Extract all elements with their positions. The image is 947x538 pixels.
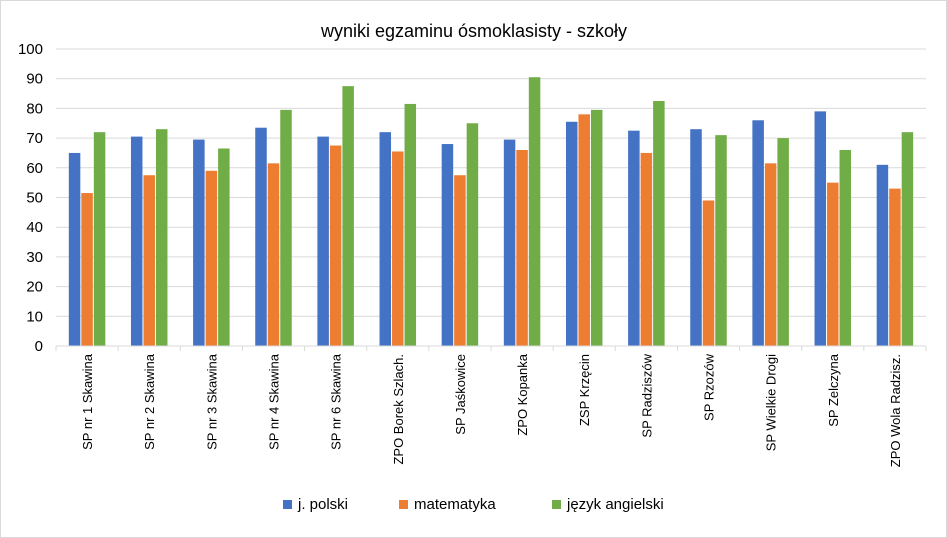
bar <box>764 163 777 346</box>
chart-title: wyniki egzaminu ósmoklasisty - szkoły <box>320 21 627 41</box>
y-tick-label: 30 <box>26 249 43 266</box>
bar <box>392 151 404 346</box>
bar <box>640 152 653 346</box>
bar <box>143 175 155 346</box>
bar <box>193 139 205 346</box>
bar <box>93 132 106 346</box>
bar <box>628 130 640 346</box>
bar <box>827 182 839 346</box>
bar <box>876 164 889 346</box>
x-tick-label: SP Wielkie Drogi <box>764 354 779 451</box>
bar <box>329 145 342 346</box>
bar <box>441 144 454 346</box>
bar <box>839 149 852 346</box>
bar <box>454 175 466 346</box>
bar <box>255 127 267 346</box>
bar <box>528 77 541 346</box>
bar <box>81 193 93 346</box>
legend-label: matematyka <box>414 496 496 513</box>
bar <box>578 114 590 346</box>
x-tick-label: SP Rzozów <box>702 353 717 421</box>
bar <box>715 135 727 346</box>
bar <box>653 100 665 346</box>
bar <box>901 132 914 346</box>
x-tick-label: ZSP Krzęcin <box>577 354 592 426</box>
x-tick-label: SP nr 4 Skawina <box>267 353 282 450</box>
bar <box>404 103 417 346</box>
x-axis-ticks: SP nr 1 Skawina SP nr 2 Skawina SP nr 3 Sk… <box>55 346 927 467</box>
legend: j. polski matematyka język angielski <box>283 496 664 513</box>
y-tick-label: 40 <box>26 219 43 236</box>
x-tick-label: ZPO Wola Radzisz. <box>888 354 903 467</box>
y-tick-label: 0 <box>35 338 43 355</box>
y-tick-label: 10 <box>26 308 43 325</box>
bar <box>130 136 143 346</box>
bar <box>205 170 218 346</box>
bar <box>342 86 354 346</box>
legend-label: j. polski <box>297 496 348 513</box>
x-tick-label: SP Jaśkowice <box>453 354 468 435</box>
bar <box>565 121 578 346</box>
y-tick-label: 90 <box>26 71 43 88</box>
bar <box>516 149 528 346</box>
legend-swatch <box>399 500 408 509</box>
bar <box>379 132 392 346</box>
bars <box>68 77 914 347</box>
legend-label: język angielski <box>566 496 664 513</box>
y-tick-label: 100 <box>18 41 43 58</box>
bar <box>702 200 715 346</box>
y-tick-label: 20 <box>26 279 43 296</box>
x-tick-label: SP nr 6 Skawina <box>329 353 344 450</box>
gridlines <box>56 48 926 317</box>
x-tick-label: SP Radziszów <box>639 353 654 437</box>
bar <box>814 111 827 347</box>
bar <box>68 152 81 346</box>
y-tick-label: 70 <box>26 130 43 147</box>
bar <box>503 139 516 346</box>
y-tick-label: 60 <box>26 160 43 177</box>
bar <box>267 163 280 346</box>
x-tick-label: ZPO Borek Szlach. <box>391 354 406 465</box>
bar <box>590 109 603 346</box>
x-tick-label: SP nr 3 Skawina <box>204 353 219 450</box>
x-tick-label: SP nr 1 Skawina <box>80 353 95 450</box>
bar <box>218 148 230 346</box>
legend-swatch <box>552 500 561 509</box>
bar <box>466 123 479 346</box>
bar <box>690 129 702 346</box>
bar <box>317 136 329 346</box>
y-axis-ticks: 0 10 20 30 40 50 60 70 80 90 100 <box>18 41 43 355</box>
y-tick-label: 80 <box>26 100 43 117</box>
bar <box>155 129 168 346</box>
x-tick-label: SP Zelczyna <box>826 353 841 427</box>
legend-swatch <box>283 500 292 509</box>
bar <box>889 188 901 346</box>
bar <box>280 109 292 346</box>
y-tick-label: 50 <box>26 190 43 207</box>
bar <box>752 120 764 346</box>
x-tick-label: ZPO Kopanka <box>515 353 530 435</box>
bar <box>777 138 789 346</box>
x-tick-label: SP nr 2 Skawina <box>142 353 157 450</box>
